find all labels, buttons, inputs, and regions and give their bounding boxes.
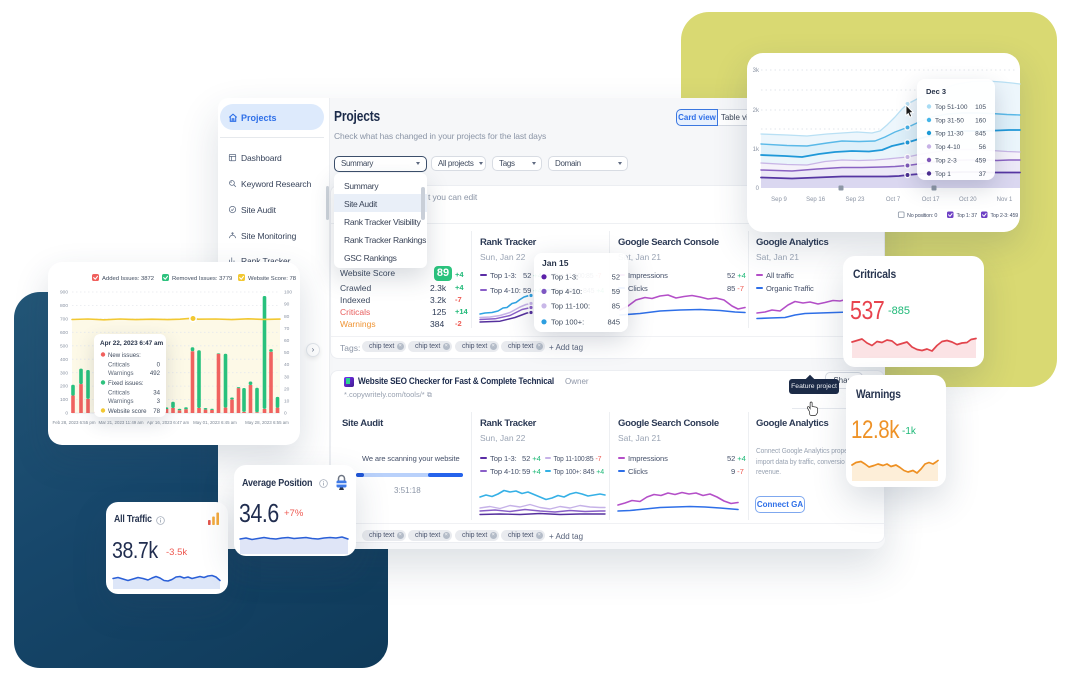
svg-text:Sep 9: Sep 9 (771, 197, 787, 203)
svg-text:85: 85 (612, 302, 620, 311)
svg-text:May 28, 2023 6:55 am: May 28, 2023 6:55 am (245, 420, 289, 425)
svg-text:Website score: Website score (108, 408, 147, 415)
svg-text:50: 50 (284, 350, 290, 356)
svg-text:Top 100+:: Top 100+: (551, 318, 584, 327)
svg-text:90: 90 (284, 302, 290, 308)
svg-text:0: 0 (65, 411, 68, 417)
svg-text:1k: 1k (753, 147, 760, 153)
svg-text:Added Issues: 3872: Added Issues: 3872 (102, 276, 154, 282)
svg-text:Top 11-100:: Top 11-100: (551, 302, 590, 311)
svg-text:3: 3 (157, 398, 161, 405)
svg-text:845: 845 (607, 318, 620, 327)
svg-text:Top 1: 37: Top 1: 37 (957, 213, 978, 219)
svg-text:Sep 23: Sep 23 (845, 197, 865, 203)
svg-text:900: 900 (60, 290, 68, 296)
svg-text:492: 492 (150, 370, 161, 377)
svg-text:20: 20 (284, 386, 290, 392)
svg-text:40: 40 (284, 362, 290, 368)
svg-text:845: 845 (975, 131, 986, 138)
svg-text:New issues:: New issues: (108, 352, 141, 359)
svg-text:37: 37 (979, 171, 987, 178)
svg-text:Top 31-50: Top 31-50 (935, 118, 964, 125)
svg-text:100: 100 (284, 290, 292, 296)
svg-text:600: 600 (60, 330, 68, 336)
svg-text:400: 400 (60, 357, 68, 363)
svg-text:Criticals: Criticals (108, 362, 130, 369)
svg-text:Top 2-3: 459: Top 2-3: 459 (991, 213, 1019, 219)
svg-text:0: 0 (756, 186, 760, 192)
svg-text:Removed Issues: 3779: Removed Issues: 3779 (172, 276, 232, 282)
svg-text:100: 100 (60, 397, 68, 403)
svg-text:Top 1: Top 1 (935, 171, 951, 178)
svg-text:78: 78 (153, 408, 160, 415)
svg-text:Criticals: Criticals (108, 390, 130, 397)
svg-text:Warnings: Warnings (108, 370, 134, 377)
svg-text:52: 52 (612, 273, 620, 282)
svg-text:105: 105 (975, 104, 986, 111)
svg-text:No position: 0: No position: 0 (907, 213, 937, 219)
svg-text:May 01, 2023 6:45 am: May 01, 2023 6:45 am (193, 420, 237, 425)
svg-text:0: 0 (284, 411, 287, 417)
svg-text:59: 59 (612, 287, 620, 296)
svg-text:Top 11-30: Top 11-30 (935, 131, 964, 138)
svg-text:Top 51-100: Top 51-100 (935, 104, 968, 111)
svg-text:30: 30 (284, 374, 290, 380)
svg-text:Sep 16: Sep 16 (806, 197, 826, 203)
svg-text:0: 0 (157, 362, 161, 369)
svg-text:Warnings: Warnings (108, 398, 134, 405)
svg-text:2k: 2k (753, 108, 760, 114)
svg-text:70: 70 (284, 326, 290, 332)
svg-text:160: 160 (975, 118, 986, 125)
svg-text:Apr 16, 2023 6:47 am: Apr 16, 2023 6:47 am (147, 420, 190, 425)
svg-text:Oct 7: Oct 7 (886, 197, 901, 203)
svg-text:Top 4-10: Top 4-10 (935, 144, 961, 151)
svg-text:Top 1-3:: Top 1-3: (551, 273, 578, 282)
svg-text:Oct 20: Oct 20 (959, 197, 977, 203)
svg-text:60: 60 (284, 338, 290, 344)
svg-text:Oct 17: Oct 17 (922, 197, 940, 203)
svg-text:Top 4-10:: Top 4-10: (551, 287, 582, 296)
svg-text:56: 56 (979, 144, 987, 151)
svg-text:459: 459 (975, 158, 986, 165)
svg-text:Website Score: 78: Website Score: 78 (248, 276, 297, 282)
svg-text:Fixed issues:: Fixed issues: (108, 380, 144, 387)
svg-text:10: 10 (284, 399, 290, 405)
svg-text:700: 700 (60, 317, 68, 323)
svg-text:Dec 3: Dec 3 (926, 87, 946, 96)
svg-text:Feb 28, 2023 6:55 pm: Feb 28, 2023 6:55 pm (53, 420, 96, 425)
svg-text:Apr 22, 2023 6:47 am: Apr 22, 2023 6:47 am (100, 340, 164, 347)
svg-text:80: 80 (284, 314, 290, 320)
svg-text:Nov 1: Nov 1 (997, 197, 1013, 203)
svg-text:200: 200 (60, 384, 68, 390)
svg-text:34: 34 (153, 390, 160, 397)
svg-text:500: 500 (60, 343, 68, 349)
svg-text:800: 800 (60, 303, 68, 309)
svg-text:Mar 21, 2023 11:49 am: Mar 21, 2023 11:49 am (98, 420, 143, 425)
svg-text:Top 2-3: Top 2-3 (935, 158, 957, 165)
svg-text:3k: 3k (753, 68, 760, 74)
svg-text:300: 300 (60, 370, 68, 376)
